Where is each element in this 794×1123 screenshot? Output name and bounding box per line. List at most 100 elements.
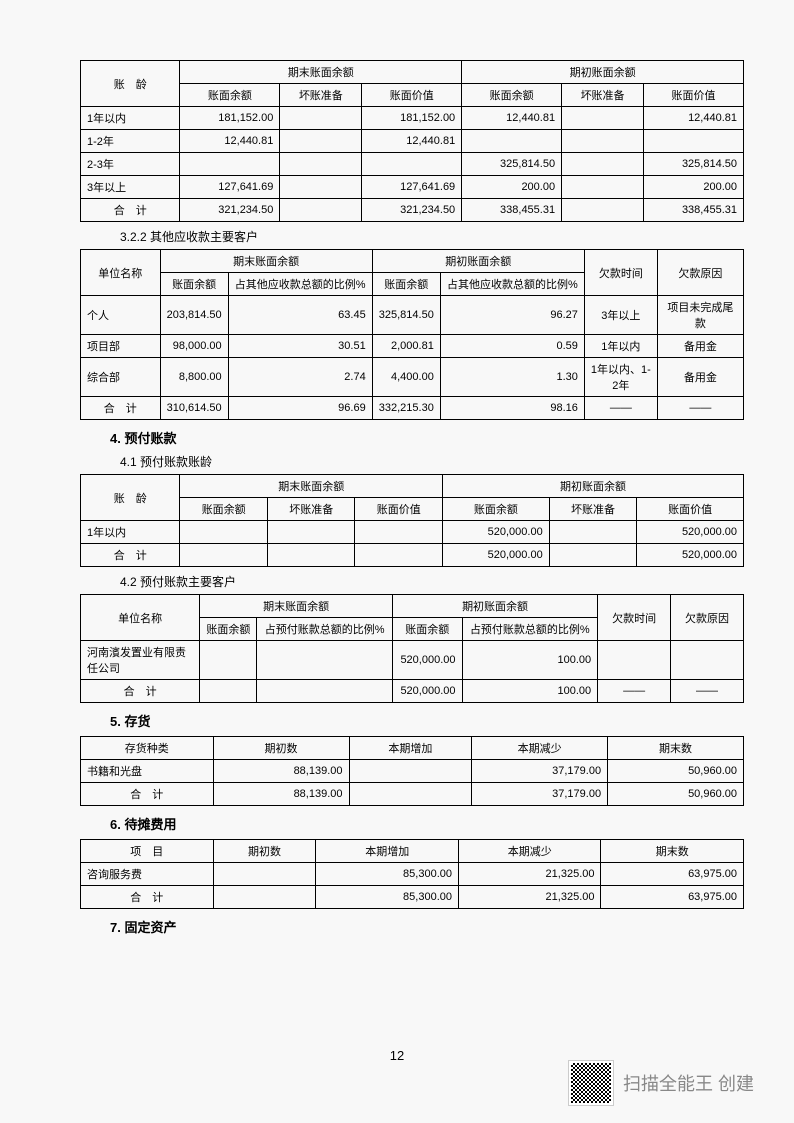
table-row: 咨询服务费85,300.0021,325.0063,975.00 <box>81 863 744 886</box>
table-cell: 127,641.69 <box>362 176 462 199</box>
table-row: 3年以上127,641.69127,641.69200.00200.00 <box>81 176 744 199</box>
table-prepaid-aging: 账 龄 期末账面余额 期初账面余额 账面余额 坏账准备 账面价值 账面余额 坏账… <box>80 474 744 567</box>
table-cell: —— <box>671 680 744 703</box>
table-cell: 4,400.00 <box>372 358 440 397</box>
table-cell: 100.00 <box>462 641 598 680</box>
table-cell: 3年以上 <box>81 176 180 199</box>
table-cell <box>562 130 644 153</box>
table-cell: 8,800.00 <box>160 358 228 397</box>
th: 期末账面余额 <box>180 475 443 498</box>
table-cell: —— <box>598 680 671 703</box>
table-cell: 1年以内、1-2年 <box>584 358 657 397</box>
table-cell: 综合部 <box>81 358 161 397</box>
table-cell: 咨询服务费 <box>81 863 214 886</box>
table-cell: 河南濱发置业有限责任公司 <box>81 641 200 680</box>
th: 坏账准备 <box>562 84 644 107</box>
table-row: 1-2年12,440.8112,440.81 <box>81 130 744 153</box>
table-cell: 85,300.00 <box>316 886 459 909</box>
th: 账面价值 <box>637 498 744 521</box>
table-cell <box>200 680 257 703</box>
table-cell <box>257 680 393 703</box>
th-begin: 期初账面余额 <box>462 61 744 84</box>
th: 账面余额 <box>160 273 228 296</box>
th-age: 账 龄 <box>81 61 180 107</box>
table-cell <box>280 130 362 153</box>
th: 期末账面余额 <box>160 250 372 273</box>
table-cell <box>549 521 637 544</box>
th: 账面余额 <box>372 273 440 296</box>
table-cell: 50,960.00 <box>608 783 744 806</box>
table-cell: 1.30 <box>440 358 584 397</box>
table-cell: 127,641.69 <box>180 176 280 199</box>
table-cell: 98.16 <box>440 397 584 420</box>
table-cell: 338,455.31 <box>462 199 562 222</box>
table-cell: 3年以上 <box>584 296 657 335</box>
table-other-receivables-aging: 账 龄 期末账面余额 期初账面余额 账面余额 坏账准备 账面价值 账面余额 坏账… <box>80 60 744 222</box>
th: 欠款时间 <box>598 595 671 641</box>
table-cell: 合 计 <box>81 544 180 567</box>
th: 期初账面余额 <box>392 595 597 618</box>
th: 本期增加 <box>349 737 472 760</box>
table-cell: 12,440.81 <box>644 107 744 130</box>
th: 账面余额 <box>180 84 280 107</box>
table-deferred-expenses: 项 目 期初数 本期增加 本期减少 期末数 咨询服务费85,300.0021,3… <box>80 839 744 909</box>
table-cell: —— <box>584 397 657 420</box>
th: 账面余额 <box>200 618 257 641</box>
table-cell: 30.51 <box>228 335 372 358</box>
table-cell: 1年以内 <box>584 335 657 358</box>
table-cell <box>562 199 644 222</box>
table-cell <box>462 130 562 153</box>
table-cell: 项目未完成尾款 <box>657 296 743 335</box>
table-cell: 200.00 <box>644 176 744 199</box>
table-cell <box>549 544 637 567</box>
table-cell: 88,139.00 <box>213 760 349 783</box>
th: 期末数 <box>608 737 744 760</box>
table-cell: 200.00 <box>462 176 562 199</box>
table-cell: 310,614.50 <box>160 397 228 420</box>
table-cell: 520,000.00 <box>637 521 744 544</box>
section-322: 3.2.2 其他应收款主要客户 <box>120 228 744 245</box>
table-cell: 96.69 <box>228 397 372 420</box>
th-end: 期末账面余额 <box>180 61 462 84</box>
table-cell: 合 计 <box>81 680 200 703</box>
th: 欠款原因 <box>657 250 743 296</box>
table-cell <box>362 153 462 176</box>
table-cell: 2,000.81 <box>372 335 440 358</box>
th: 欠款原因 <box>671 595 744 641</box>
section-5: 5. 存货 <box>110 711 744 730</box>
table-cell <box>180 153 280 176</box>
table-row: 综合部8,800.002.744,400.001.301年以内、1-2年备用金 <box>81 358 744 397</box>
table-row: 书籍和光盘88,139.0037,179.0050,960.00 <box>81 760 744 783</box>
section-4: 4. 预付账款 <box>110 428 744 447</box>
table-cell: 85,300.00 <box>316 863 459 886</box>
table-cell: 96.27 <box>440 296 584 335</box>
table-cell <box>349 783 472 806</box>
table-cell <box>280 153 362 176</box>
table-cell: 520,000.00 <box>442 544 549 567</box>
th: 占其他应收款总额的比例% <box>228 273 372 296</box>
qr-code-icon <box>569 1061 613 1105</box>
table-cell: 个人 <box>81 296 161 335</box>
table-cell: 37,179.00 <box>472 783 608 806</box>
table-cell: 1-2年 <box>81 130 180 153</box>
table-cell: 88,139.00 <box>213 783 349 806</box>
table-cell <box>562 153 644 176</box>
th: 单位名称 <box>81 250 161 296</box>
th: 账面价值 <box>362 84 462 107</box>
table-cell: 520,000.00 <box>442 521 549 544</box>
table-cell <box>349 760 472 783</box>
table-row: 合 计520,000.00100.00———— <box>81 680 744 703</box>
table-row: 1年以内520,000.00520,000.00 <box>81 521 744 544</box>
table-inventory: 存货种类 期初数 本期增加 本期减少 期末数 书籍和光盘88,139.0037,… <box>80 736 744 806</box>
table-cell <box>280 176 362 199</box>
table-cell <box>280 107 362 130</box>
th: 本期减少 <box>472 737 608 760</box>
table-cell: 备用金 <box>657 358 743 397</box>
table-cell <box>644 130 744 153</box>
table-cell: 12,440.81 <box>462 107 562 130</box>
table-cell: 合 计 <box>81 886 214 909</box>
table-cell: 203,814.50 <box>160 296 228 335</box>
th: 占预付账款总额的比例% <box>257 618 393 641</box>
th: 坏账准备 <box>267 498 355 521</box>
table-cell: 0.59 <box>440 335 584 358</box>
